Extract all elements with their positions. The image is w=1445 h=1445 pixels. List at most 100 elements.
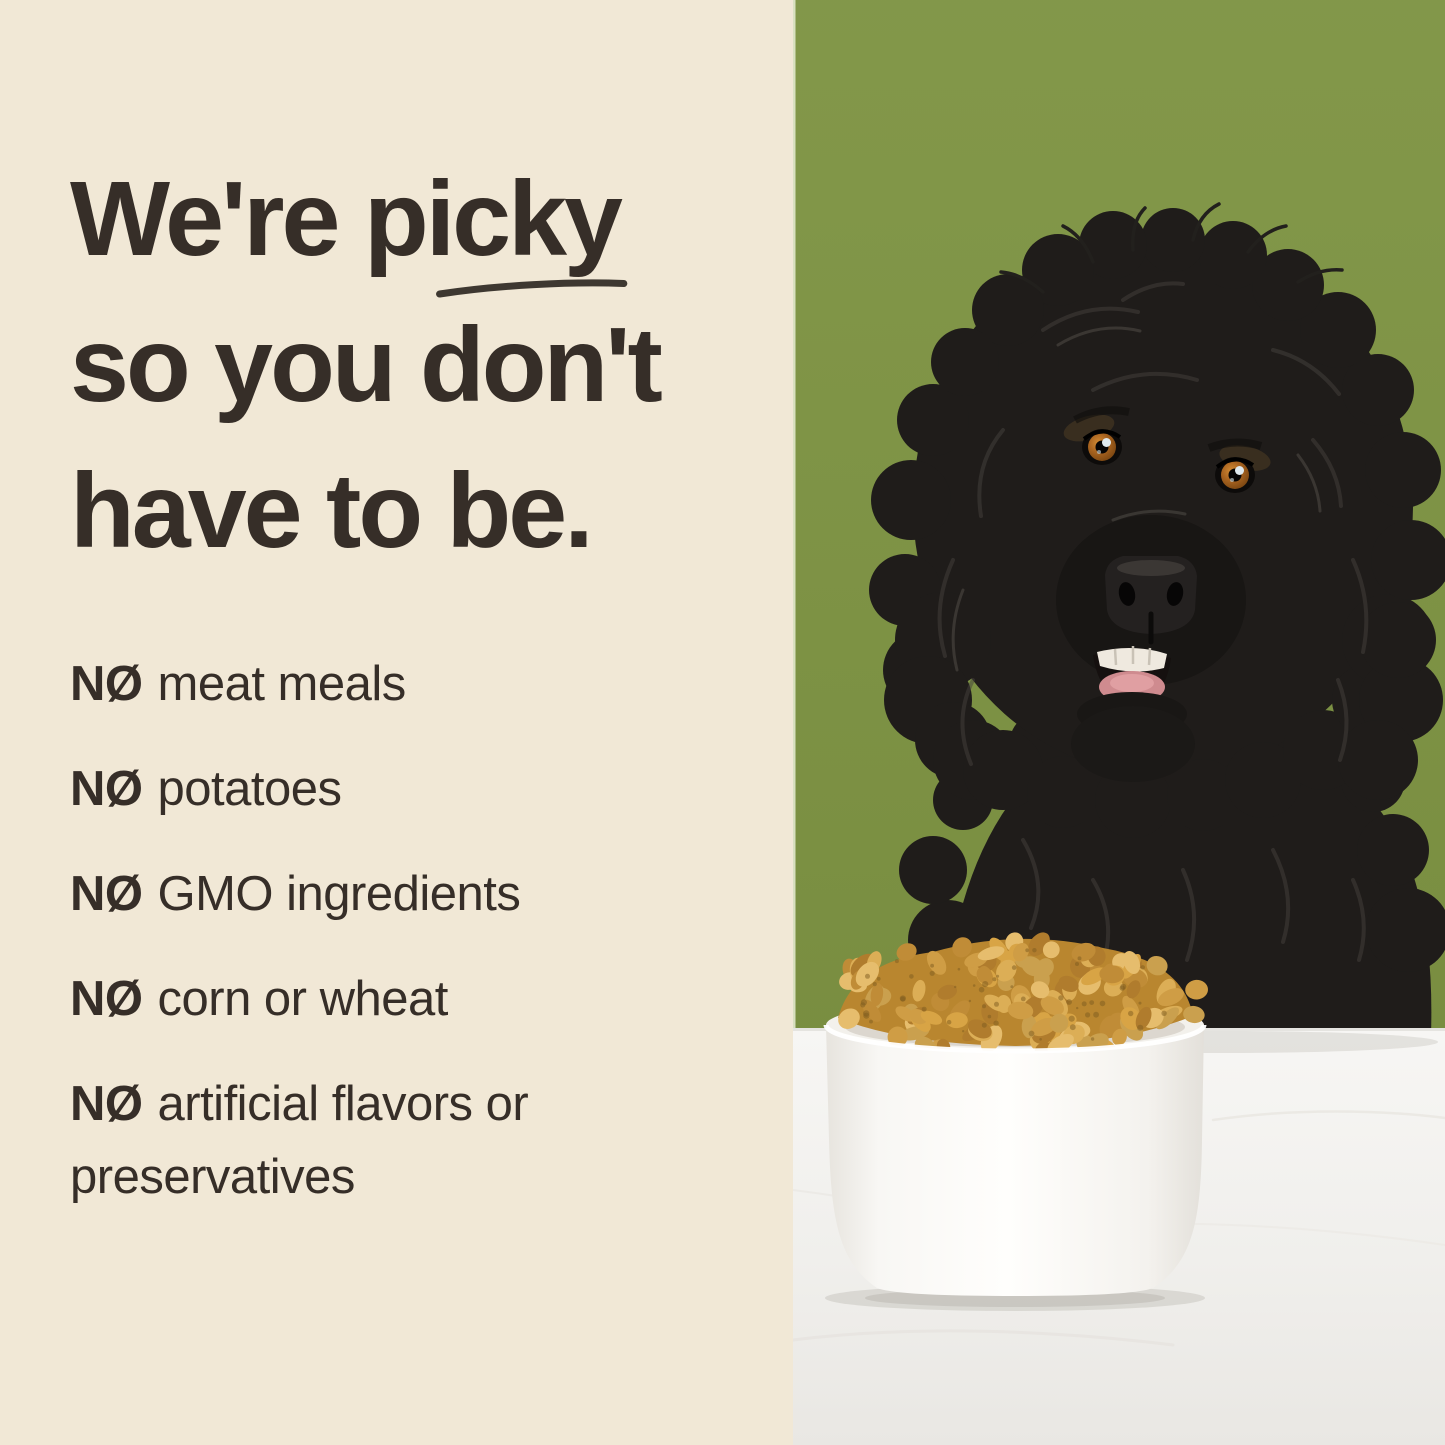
- kibble-piece: [1183, 1005, 1205, 1024]
- kibble-shadow-speck: [1081, 1001, 1087, 1007]
- fur-texture: [937, 281, 1369, 966]
- kibble-shadow-speck: [1058, 995, 1064, 1001]
- kibble-piece: [1030, 981, 1050, 999]
- kibble-shadow-speck: [900, 996, 906, 1002]
- kibble-piece: [1123, 951, 1141, 974]
- page-title: We're picky so you don't have to be.: [70, 146, 663, 584]
- bowl-front: [826, 1025, 1204, 1296]
- kibble-piece: [1071, 942, 1096, 962]
- kibble-piece: [1049, 1013, 1069, 1033]
- kibble-shadow-speck: [1128, 1010, 1134, 1017]
- kibble-shadow-speck: [987, 1014, 992, 1019]
- claim-text: potatoes: [157, 762, 343, 816]
- kibble: [838, 932, 1208, 1063]
- kibble-shadow-speck: [909, 974, 914, 979]
- kibble-shadow-speck: [1032, 948, 1037, 953]
- text-panel: We're picky so you don't have to be. NØ m…: [0, 0, 793, 1445]
- kibble-shadow-speck: [929, 970, 935, 976]
- kibble-shadow-speck: [968, 999, 972, 1003]
- claim-text: GMO ingredients: [157, 867, 521, 921]
- kibble-shadow-speck: [1068, 1015, 1075, 1022]
- kibble-piece: [1126, 980, 1141, 999]
- dog-right-eye: [1215, 457, 1255, 493]
- dog-nose: [1105, 556, 1197, 645]
- food-bowl: [823, 932, 1208, 1311]
- kibble-piece: [1007, 1001, 1034, 1020]
- kibble-shadow-speck: [1025, 948, 1030, 953]
- claim-text: corn or wheat: [157, 972, 449, 1026]
- kibble-piece: [887, 1026, 908, 1048]
- claim-item-potatoes: NØ potatoes: [70, 753, 690, 826]
- no-symbol: NØ: [70, 972, 143, 1026]
- kibble-shadow-speck: [962, 1030, 965, 1033]
- kibble-shadow-speck: [1089, 1000, 1095, 1005]
- kibble-shadow-speck: [992, 977, 997, 982]
- brow-left: [1073, 406, 1130, 424]
- kibble-shadow-speck: [869, 1019, 873, 1024]
- no-symbol: NØ: [70, 867, 143, 921]
- kibble-piece: [1099, 965, 1125, 984]
- kibble-shadow-speck: [894, 959, 899, 964]
- kibble-piece: [926, 950, 947, 975]
- kibble-piece: [870, 982, 884, 1007]
- kibble-shadow-speck: [1028, 1030, 1035, 1037]
- kibble-shadow-speck: [1069, 1024, 1076, 1031]
- claim-item-gmo: NØ GMO ingredients: [70, 858, 690, 931]
- kibble-shadow-speck: [981, 1022, 987, 1028]
- no-symbol: NØ: [70, 1077, 143, 1131]
- kibble-shadow-speck: [993, 1020, 999, 1026]
- kibble-shadow-speck: [863, 1010, 870, 1017]
- kibble-piece: [912, 979, 926, 1002]
- kibble-shadow-speck: [1066, 999, 1072, 1005]
- kibble-piece: [1012, 942, 1029, 962]
- kibble-piece: [937, 984, 958, 1000]
- kibble-shadow-speck: [996, 974, 1000, 978]
- kibble-shadow-speck: [1090, 1037, 1095, 1041]
- dog-head: [869, 208, 1445, 838]
- kibble-shadow-speck: [860, 1002, 866, 1008]
- kibble-shadow-speck: [1039, 1038, 1042, 1041]
- kibble-shadow-speck: [1099, 1000, 1106, 1007]
- kibble-shadow-speck: [1138, 1001, 1142, 1005]
- kibble-shadow-speck: [1020, 996, 1026, 1002]
- headline-line-1-prefix: We're: [70, 160, 364, 278]
- claim-text: artificial flavors or preservatives: [70, 1077, 529, 1204]
- kibble-piece: [1155, 1007, 1180, 1030]
- kibble-piece: [1135, 1006, 1152, 1030]
- kibble-shadow-speck: [957, 967, 961, 971]
- kibble-piece: [977, 946, 1005, 961]
- kibble-shadow-speck: [872, 982, 877, 987]
- kibble-shadow-speck: [994, 1001, 999, 1007]
- kibble-shadow-speck: [954, 985, 957, 989]
- kibble-shadow-speck: [1077, 956, 1082, 961]
- kibble-shadow-speck: [1076, 1006, 1079, 1010]
- panel-divider-line: [793, 0, 796, 1445]
- kibble-shadow-speck: [865, 973, 870, 979]
- brow-right: [1207, 438, 1263, 452]
- no-symbol: NØ: [70, 657, 143, 711]
- kibble-shadow-speck: [946, 1019, 952, 1025]
- kibble-shadow-speck: [1140, 965, 1145, 970]
- kibble-piece: [1058, 975, 1079, 992]
- kibble-shadow-speck: [1085, 1012, 1091, 1018]
- claim-item-corn-wheat: NØ corn or wheat: [70, 963, 690, 1036]
- no-symbol: NØ: [70, 762, 143, 816]
- kibble-shadow-speck: [972, 984, 976, 987]
- kibble-piece: [896, 943, 917, 961]
- kibble-shadow-speck: [930, 963, 934, 968]
- underlined-word: picky: [364, 146, 628, 298]
- kibble-piece: [838, 1008, 860, 1029]
- kibble-piece: [1185, 979, 1208, 1000]
- kibble-shadow-speck: [1137, 1024, 1144, 1031]
- kibble-piece: [1146, 955, 1168, 976]
- kibble-piece: [1021, 956, 1044, 977]
- kibble-shadow-speck: [1075, 962, 1079, 966]
- kibble-shadow-speck: [876, 976, 881, 981]
- bowl-rim-highlight: [823, 1024, 1207, 1054]
- kibble-shadow-speck: [982, 981, 989, 988]
- photo-panel: [793, 0, 1445, 1445]
- kibble-shadow-speck: [982, 1004, 986, 1009]
- kibble-piece: [1158, 988, 1184, 1007]
- no-claims-list: NØ meat meals NØ potatoes NØ GMO ingredient…: [70, 648, 690, 1246]
- kibble-piece: [1112, 1028, 1127, 1046]
